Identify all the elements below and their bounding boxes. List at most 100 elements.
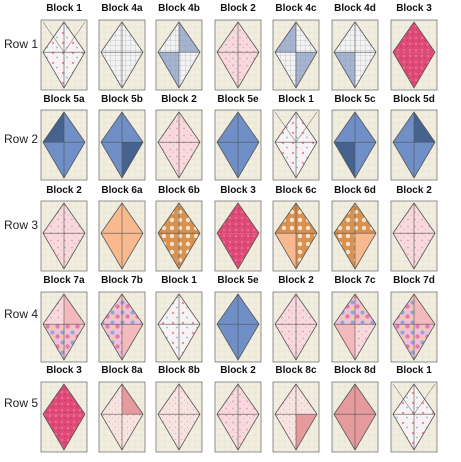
kite-block <box>272 381 320 453</box>
block-title: Block 4a <box>101 3 143 14</box>
kite-outline <box>392 293 436 361</box>
block-title: Block 8d <box>334 365 376 376</box>
kite-outline <box>157 21 201 89</box>
kite-block <box>331 291 379 363</box>
kite-block <box>214 291 262 363</box>
block-title: Block 5c <box>334 94 376 105</box>
block-title: Block 2 <box>161 94 197 105</box>
kite-block <box>155 109 203 181</box>
kite-outline <box>42 293 86 361</box>
kite-outline <box>216 293 260 361</box>
kite-block <box>40 291 88 363</box>
kite-outline <box>333 202 377 270</box>
kite-block <box>331 109 379 181</box>
kite-block <box>98 381 146 453</box>
kite-block <box>155 200 203 272</box>
kite-outline <box>392 111 436 179</box>
block-title: Block 2 <box>278 275 314 286</box>
block-title: Block 5b <box>101 94 143 105</box>
block-title: Block 7d <box>393 275 435 286</box>
block-title: Block 8c <box>275 365 317 376</box>
kite-outline <box>274 202 318 270</box>
block-title: Block 3 <box>46 365 82 376</box>
block-title: Block 1 <box>46 3 82 14</box>
block-title: Block 8a <box>101 365 143 376</box>
kite-block <box>155 381 203 453</box>
block-title: Block 2 <box>396 185 432 196</box>
kite-block <box>40 381 88 453</box>
kite-block <box>214 200 262 272</box>
block-title: Block 2 <box>220 365 256 376</box>
block-title: Block 2 <box>220 3 256 14</box>
block-title: Block 3 <box>220 185 256 196</box>
block-title: Block 6b <box>158 185 200 196</box>
block-title: Block 4b <box>158 3 200 14</box>
block-title: Block 5d <box>393 94 435 105</box>
block-title: Block 2 <box>46 185 82 196</box>
kite-outline <box>392 202 436 270</box>
kite-block <box>390 381 438 453</box>
kite-block <box>214 109 262 181</box>
block-title: Block 4c <box>275 3 317 14</box>
kite-block <box>98 109 146 181</box>
kite-block <box>390 109 438 181</box>
block-title: Block 5a <box>43 94 85 105</box>
kite-outline <box>274 111 318 179</box>
block-title: Block 5e <box>217 94 259 105</box>
block-title: Block 1 <box>396 365 432 376</box>
block-title: Block 3 <box>396 3 432 14</box>
kite-outline <box>157 202 201 270</box>
kite-outline <box>333 293 377 361</box>
block-title: Block 7a <box>43 275 85 286</box>
kite-block <box>331 200 379 272</box>
kite-outline <box>157 383 201 451</box>
block-title: Block 1 <box>278 94 314 105</box>
block-title: Block 6c <box>275 185 317 196</box>
kite-outline <box>216 202 260 270</box>
kite-block <box>98 19 146 91</box>
row-label: Row 1 <box>4 37 38 51</box>
block-title: Block 4d <box>334 3 376 14</box>
kite-block <box>390 200 438 272</box>
kite-block <box>40 19 88 91</box>
kite-block <box>331 381 379 453</box>
kite-outline <box>392 21 436 89</box>
kite-outline <box>42 383 86 451</box>
kite-outline <box>100 21 144 89</box>
kite-outline <box>274 21 318 89</box>
row-label: Row 2 <box>4 132 38 146</box>
kite-outline <box>274 293 318 361</box>
kite-outline <box>333 21 377 89</box>
row-label: Row 5 <box>4 396 38 410</box>
kite-outline <box>157 293 201 361</box>
kite-block <box>155 19 203 91</box>
kite-block <box>214 381 262 453</box>
kite-outline <box>42 111 86 179</box>
kite-outline <box>157 111 201 179</box>
kite-block <box>155 291 203 363</box>
kite-outline <box>42 202 86 270</box>
kite-outline <box>100 111 144 179</box>
kite-outline <box>100 202 144 270</box>
kite-outline <box>42 21 86 89</box>
block-title: Block 7c <box>334 275 376 286</box>
kite-outline <box>333 383 377 451</box>
kite-block <box>214 19 262 91</box>
kite-block <box>40 109 88 181</box>
block-title: Block 6d <box>334 185 376 196</box>
kite-block <box>98 200 146 272</box>
kite-block <box>331 19 379 91</box>
row-label: Row 3 <box>4 218 38 232</box>
kite-block <box>272 291 320 363</box>
row-label: Row 4 <box>4 307 38 321</box>
kite-block <box>272 109 320 181</box>
block-title: Block 7b <box>101 275 143 286</box>
kite-block <box>390 19 438 91</box>
block-title: Block 5e <box>217 275 259 286</box>
block-title: Block 8b <box>158 365 200 376</box>
block-title: Block 1 <box>161 275 197 286</box>
kite-block <box>390 291 438 363</box>
kite-outline <box>100 293 144 361</box>
